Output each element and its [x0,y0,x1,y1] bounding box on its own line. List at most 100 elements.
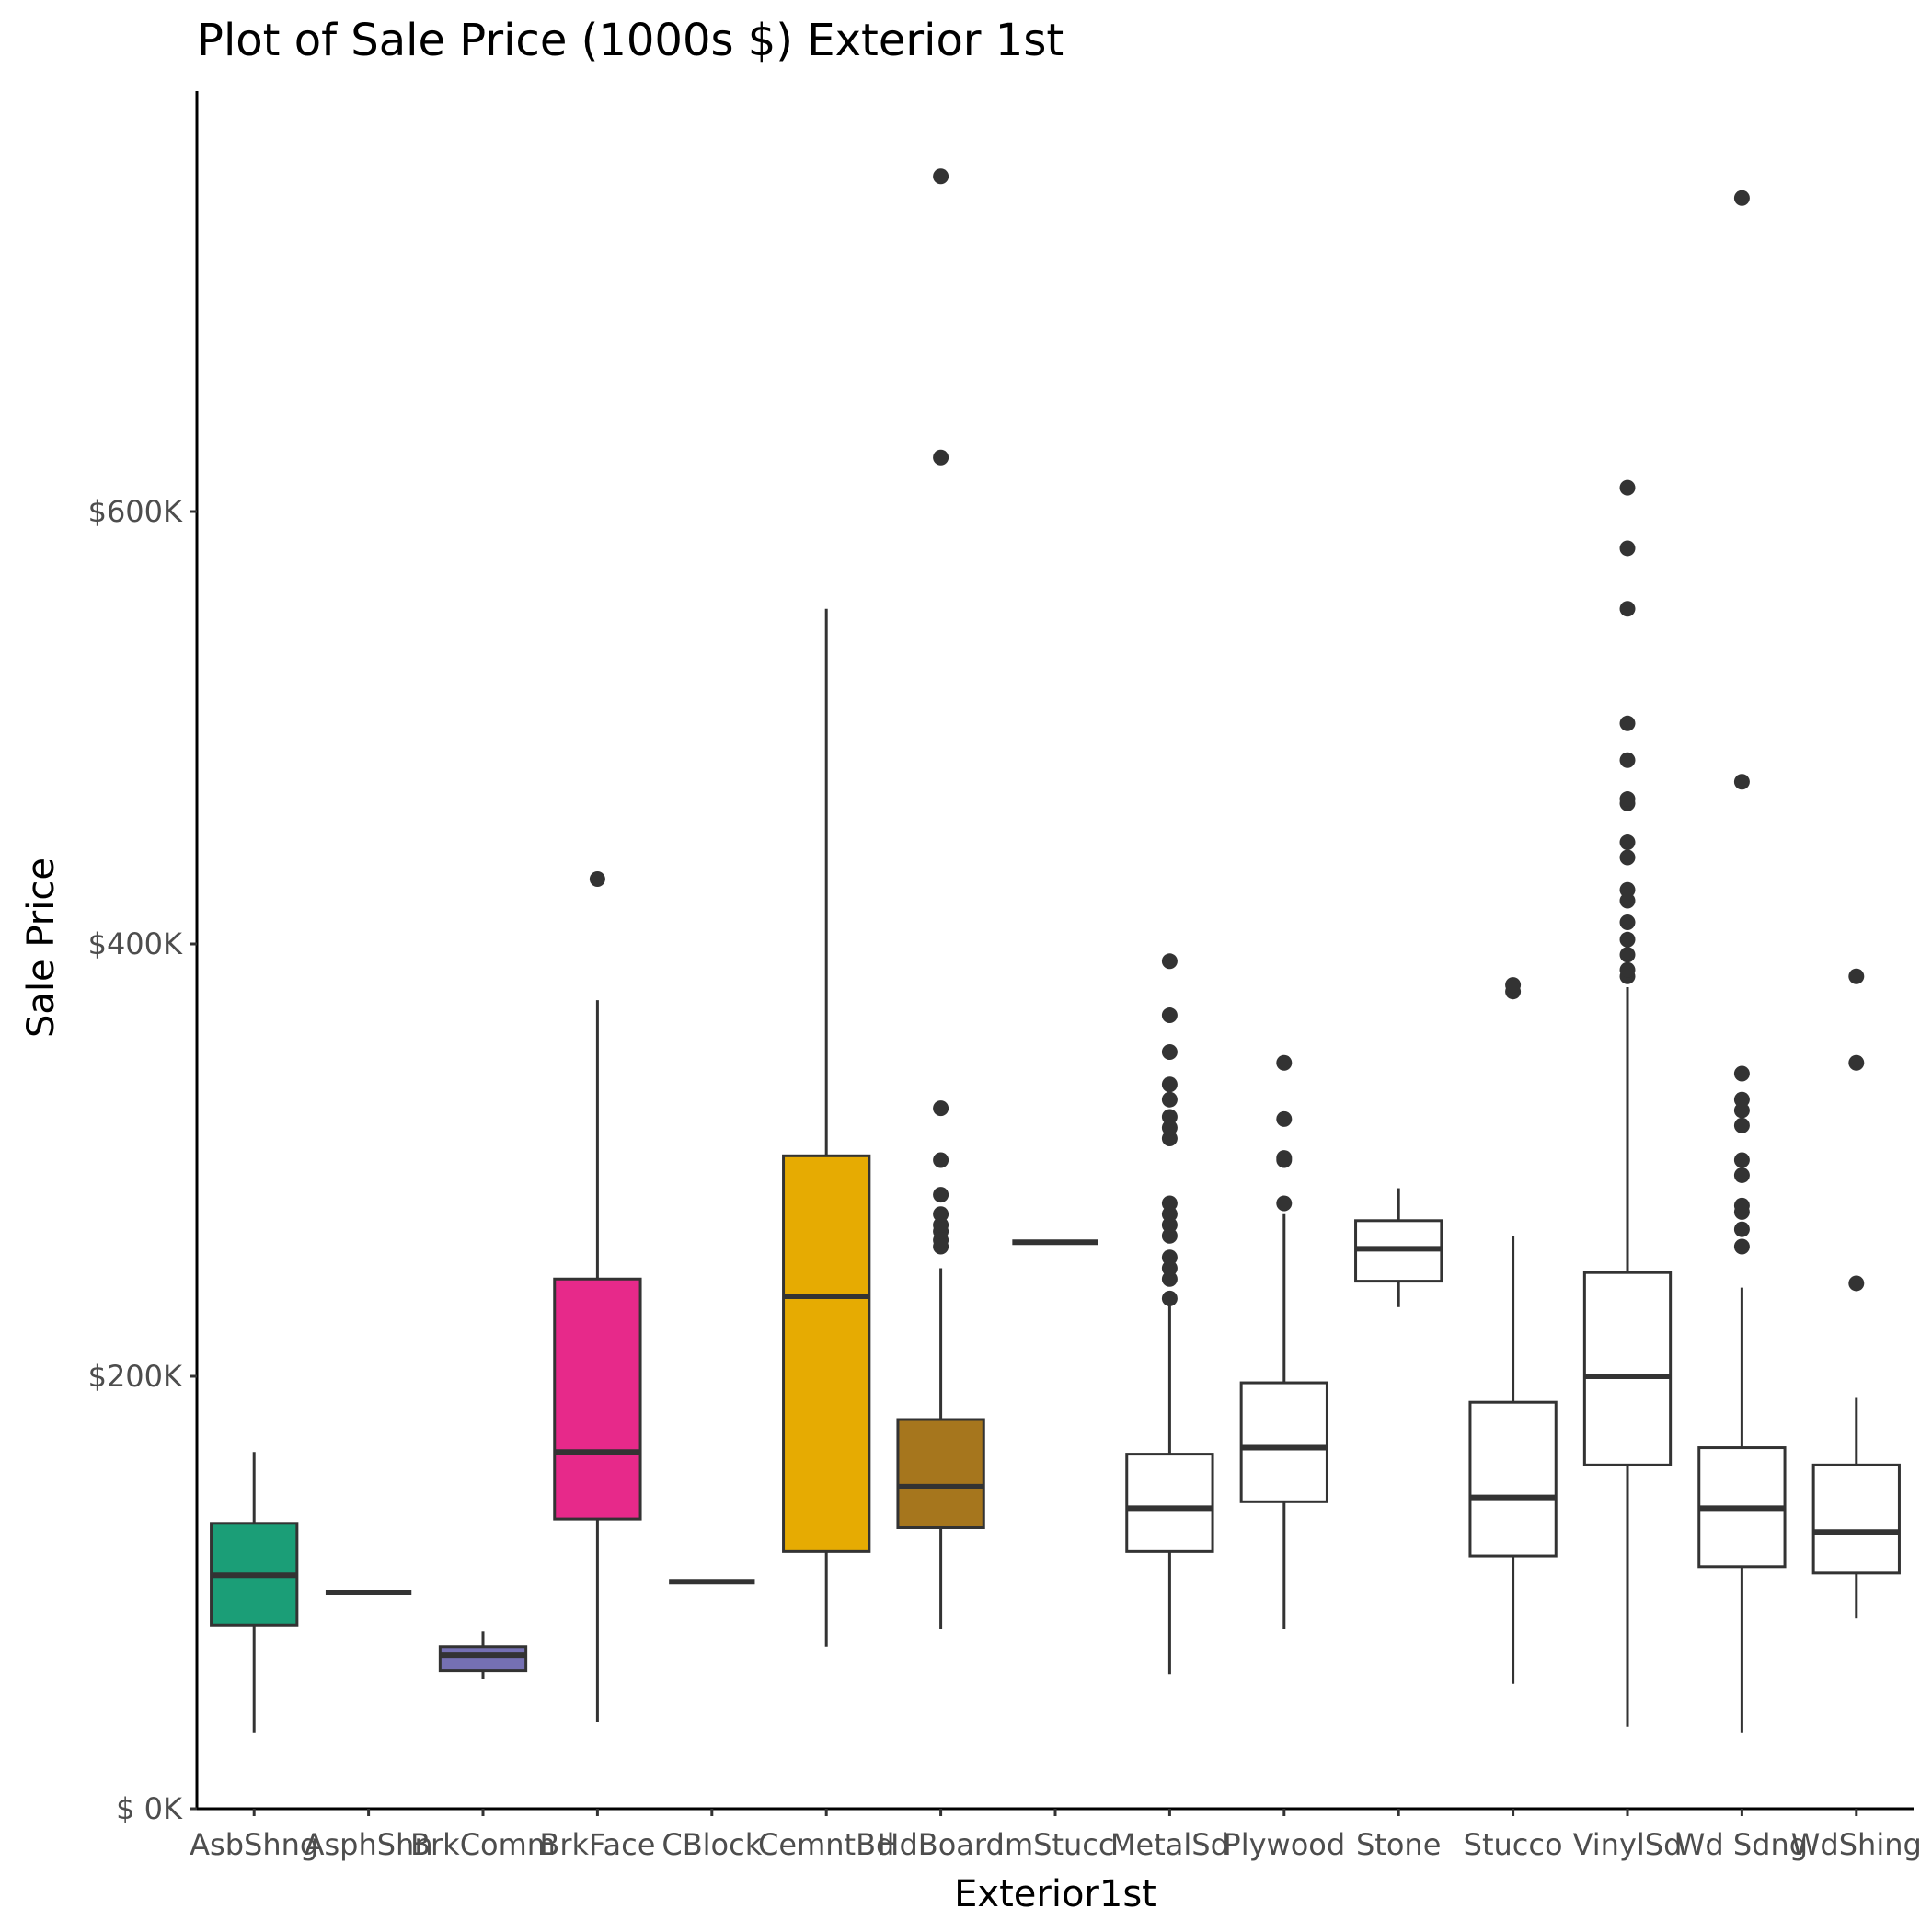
box-group-brkface [553,871,642,1722]
outlier-point [1733,1152,1750,1168]
outlier-point [1161,1206,1178,1223]
outlier-point [1619,849,1636,866]
outlier-point [933,1100,949,1117]
outlier-point [1161,1091,1178,1108]
outlier-point [1161,1249,1178,1266]
outlier-point [1161,1195,1178,1212]
x-tick-label: AsphShn [305,1827,433,1862]
outlier-point [1619,715,1636,731]
outlier-point [1619,791,1636,808]
x-tick-label: CemntBd [758,1827,894,1862]
outlier-point [1161,1217,1178,1233]
y-axis-title: Sale Price [20,857,63,1038]
y-tick-label: $400K [88,926,183,961]
outlier-point [1161,1076,1178,1093]
outlier-point [1848,968,1865,984]
iqr-box [1468,1400,1558,1558]
outlier-point [1276,1195,1293,1212]
box-group-brkcomm [438,1631,528,1679]
plot-area [210,168,1901,1733]
x-tick-label: AsbShng [190,1827,318,1862]
outlier-point [1161,1007,1178,1024]
box-group-plywood [1239,1054,1328,1629]
outlier-point [1619,479,1636,496]
outlier-point [1848,1054,1865,1071]
x-tick-label: Stucco [1464,1827,1563,1862]
outlier-point [1619,961,1636,978]
outlier-point [1161,1120,1178,1136]
outlier-point [1619,914,1636,930]
chart-title: Plot of Sale Price (1000s $) Exterior 1s… [197,15,1064,66]
outlier-point [1276,1110,1293,1127]
outlier-point [1161,1109,1178,1125]
iqr-box [553,1277,642,1521]
outlier-point [933,168,949,185]
iqr-box [896,1418,985,1529]
outlier-point [1733,1102,1750,1119]
outlier-point [1733,1091,1750,1108]
outlier-point [933,1217,949,1233]
outlier-point [1161,1131,1178,1146]
y-tick-label: $200K [88,1359,183,1394]
outlier-point [1619,947,1636,963]
axes: $ 0K $200K $400K $600K AsbShngAsphShnBrkComm… [88,494,1922,1862]
iqr-box [1582,1271,1673,1466]
box-group-vinylsd [1582,479,1673,1727]
iqr-box [1125,1453,1214,1553]
box-group-metalsd [1125,953,1214,1675]
outlier-point [1161,1290,1178,1306]
iqr-box [1239,1381,1328,1503]
outlier-point [1733,1197,1750,1213]
outlier-point [1276,1150,1293,1167]
box-group-hdboard [896,168,985,1629]
outlier-point [933,1187,949,1203]
box-group-wd-sdng [1697,190,1787,1733]
iqr-box [438,1645,528,1673]
x-tick-label: CBlock [661,1827,762,1862]
outlier-point [1619,881,1636,898]
y-tick-label: $ 0K [116,1791,183,1826]
outlier-point [1733,190,1750,206]
x-tick-label: BrkFace [539,1827,655,1862]
x-tick-label: ImStucc [996,1827,1115,1862]
outlier-point [1619,601,1636,617]
box-group-stucco [1468,977,1558,1684]
box-group-asbshng [210,1452,299,1733]
x-tick-label: Plywood [1223,1827,1345,1862]
outlier-point [589,871,605,887]
iqr-box [1811,1463,1901,1575]
iqr-box [782,1154,871,1553]
outlier-point [1733,1117,1750,1133]
x-tick-label: VinylSd [1573,1827,1683,1862]
outlier-point [1733,1238,1750,1255]
outlier-point [1161,1227,1178,1244]
x-tick-label: WdShing [1791,1827,1922,1862]
x-tick-label: Stone [1356,1827,1441,1862]
outlier-point [1619,931,1636,948]
outlier-point [1505,977,1522,994]
box-group-stone [1354,1188,1443,1307]
outlier-point [1161,1044,1178,1060]
x-tick-label: MetalSd [1110,1827,1229,1862]
outlier-point [933,449,949,466]
outlier-point [933,1152,949,1168]
outlier-point [1619,752,1636,768]
outlier-point [1733,1221,1750,1237]
x-tick-label: HdBoard [877,1827,1004,1862]
outlier-point [1619,540,1636,557]
box-group-wdshing [1811,968,1901,1619]
outlier-point [933,1206,949,1223]
outlier-point [1161,953,1178,970]
outlier-point [1733,774,1750,790]
y-tick-label: $600K [88,494,183,529]
outlier-point [1733,1065,1750,1082]
outlier-point [1733,1167,1750,1183]
outlier-point [1161,1260,1178,1276]
outlier-point [1848,1275,1865,1292]
outlier-point [1276,1054,1293,1071]
outlier-point [1161,1271,1178,1287]
outlier-point [1619,892,1636,909]
x-axis-title: Exterior1st [954,1873,1156,1915]
outlier-point [1619,834,1636,851]
